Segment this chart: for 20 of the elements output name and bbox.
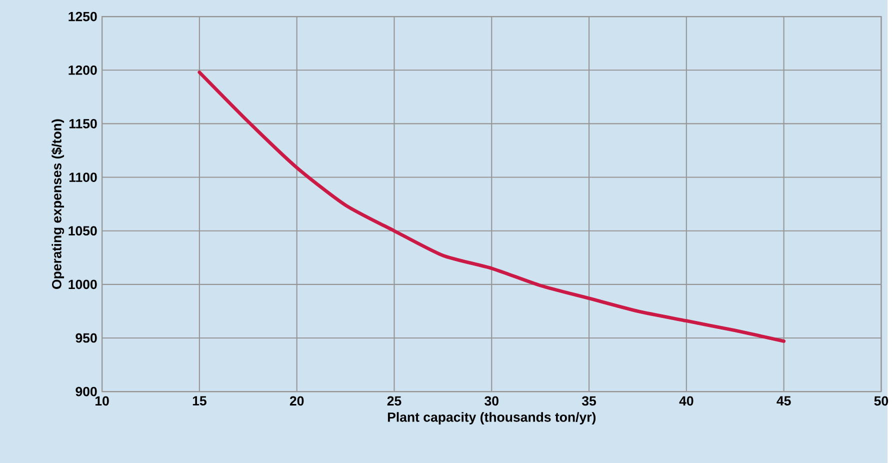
- y-tick-label: 950: [76, 333, 97, 343]
- x-tick-label: 10: [96, 396, 109, 406]
- x-axis-title: Plant capacity (thousands ton/yr): [388, 412, 596, 424]
- y-tick-label: 1150: [69, 118, 97, 128]
- y-tick-label: 900: [76, 386, 97, 396]
- x-tick-label: 45: [776, 396, 791, 406]
- x-tick-label: 20: [290, 396, 304, 406]
- y-tick-label: 1100: [69, 172, 97, 182]
- x-tick-label: 40: [679, 396, 694, 406]
- y-tick-label: 1250: [68, 12, 97, 22]
- x-tick-label: 35: [582, 396, 596, 406]
- line-series: [198, 70, 786, 343]
- y-tick-label: 1200: [68, 65, 97, 75]
- x-tick-label: 30: [484, 396, 498, 406]
- x-tick-label: 15: [192, 396, 206, 406]
- y-tick-label: 1000: [68, 280, 97, 290]
- y-tick-label: 1050: [68, 226, 97, 236]
- y-axis-title: Operating expenses ($/ton): [51, 119, 64, 289]
- x-tick-label: 50: [874, 396, 888, 406]
- x-tick-label: 25: [387, 396, 402, 406]
